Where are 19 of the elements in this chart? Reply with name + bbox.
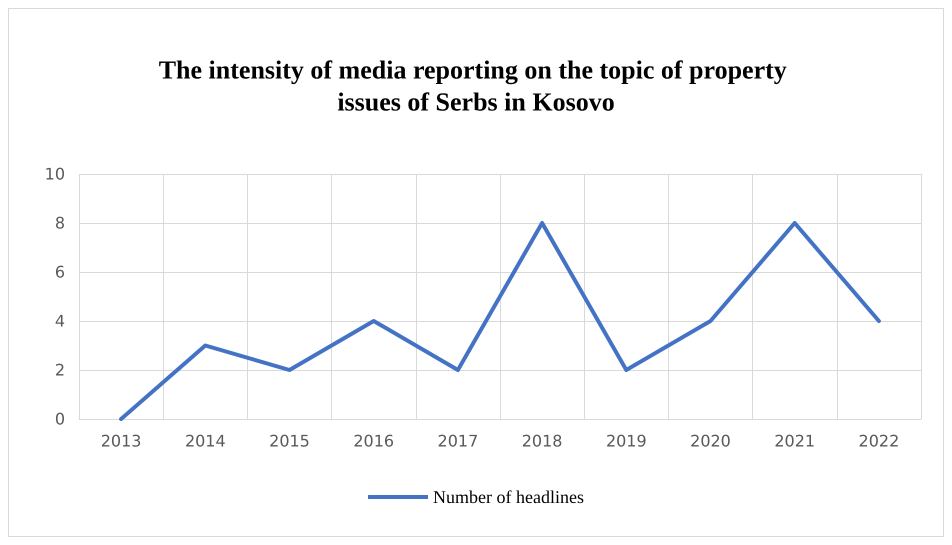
legend-label: Number of headlines — [433, 487, 584, 507]
chart-title: The intensity of media reporting on the topic of property issues of Serbs in Kosovo — [158, 56, 794, 116]
x-tick-label: 2014 — [184, 432, 226, 450]
x-tick-label: 2022 — [858, 432, 900, 450]
x-tick-label: 2018 — [522, 432, 562, 450]
x-tick-label: 2017 — [438, 432, 478, 450]
x-tick-label: 2021 — [774, 432, 816, 450]
line-series — [119, 221, 881, 421]
x-tick-label: 2016 — [353, 432, 394, 450]
y-tick-label: 0 — [54, 410, 65, 428]
x-tick-label: 2019 — [606, 432, 647, 450]
y-tick-label: 10 — [44, 164, 65, 184]
x-tick-label: 2020 — [690, 432, 731, 450]
y-tick-label: 2 — [54, 360, 65, 380]
x-tick-label: 2015 — [269, 432, 310, 450]
x-tick-label: 2013 — [100, 432, 142, 450]
y-tick-label: 8 — [54, 214, 65, 232]
y-tick-label: 6 — [54, 262, 65, 282]
y-tick-label: 4 — [54, 312, 65, 330]
